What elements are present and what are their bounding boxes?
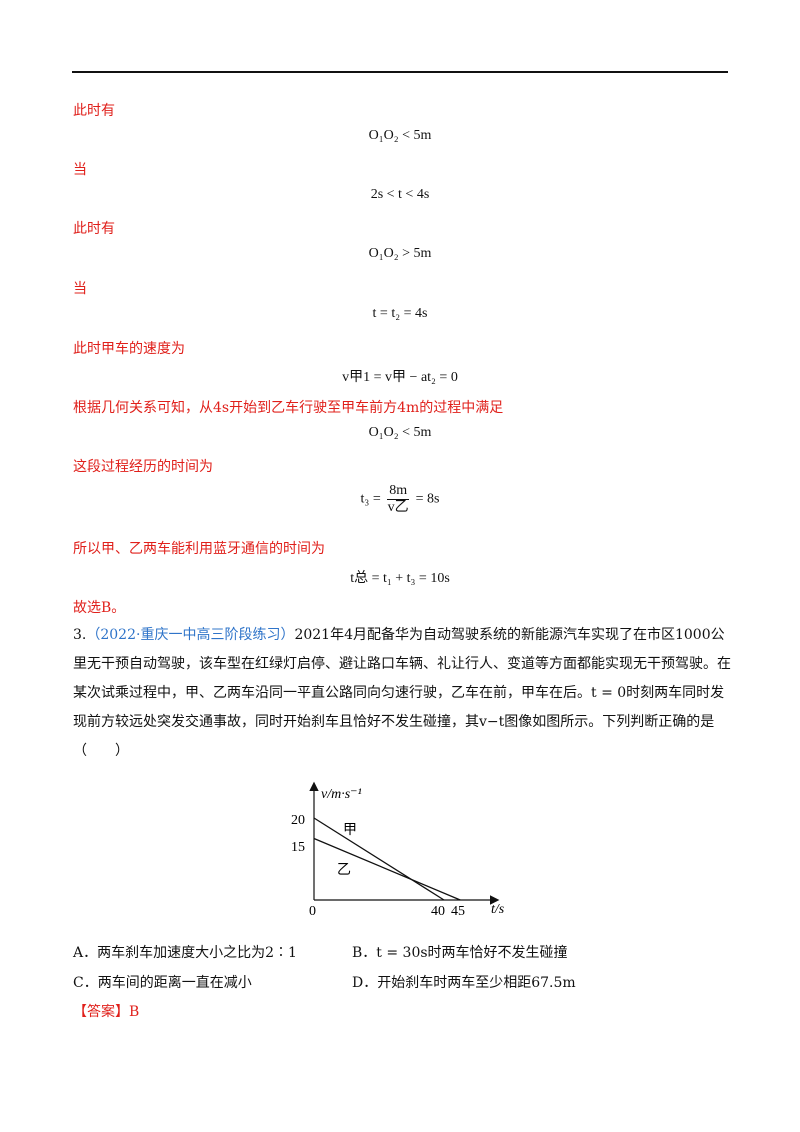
equation-3: O₁O₂ > 5m (368, 246, 432, 261)
equation-4: t = t₂ = 4s (372, 306, 428, 321)
solution-line-5: 此时甲车的速度为 (73, 341, 185, 357)
solution-line-6: 根据几何关系可知，从4s开始到乙车行驶至甲车前方4m的过程中满足 (73, 400, 504, 416)
solution-line-1: 此时有 (73, 103, 115, 119)
solution-line-8: 所以甲、乙两车能利用蓝牙通信的时间为 (73, 541, 325, 557)
equation-7-denominator: v乙 (387, 500, 409, 515)
option-d: D．开始刹车时两车至少相距67.5m (352, 975, 576, 991)
question-body: 2021年4月配备华为自动驾驶系统的新能源汽车实现了在市区1000公里无干预自动… (73, 627, 731, 759)
option-c: C．两车间的距离一直在减小 (73, 975, 252, 991)
x-tick-40: 40 (431, 904, 445, 919)
series-line-yi (313, 837, 461, 901)
graph-axes (309, 781, 500, 905)
equation-7-rhs: = 8s (415, 491, 440, 507)
equation-1: O₁O₂ < 5m (368, 128, 432, 143)
equation-7-lhs: t₃ = (360, 491, 381, 507)
equation-8: t总 = t₁ + t₃ = 10s (350, 571, 450, 586)
series-label-yi: 乙 (337, 862, 351, 878)
answer: 【答案】B (73, 1004, 140, 1020)
equation-5: v甲1 = v甲 − at₂ = 0 (342, 370, 458, 385)
y-tick-20: 20 (291, 813, 305, 828)
equation-7-fraction: 8m v乙 (387, 483, 410, 516)
question-text-block: 3.（2022·重庆一中高三阶段练习）2021年4月配备华为自动驾驶系统的新能源… (73, 621, 733, 766)
solution-line-4: 当 (73, 281, 87, 297)
equation-2: 2s < t < 4s (370, 187, 430, 202)
header-rule (72, 71, 728, 73)
solution-line-3: 此时有 (73, 221, 115, 237)
question-number: 3. (73, 627, 87, 643)
vt-graph: v/m·s⁻¹ t/s 0 20 15 40 45 甲 乙 (291, 781, 505, 919)
equation-7-numerator: 8m (387, 483, 410, 500)
equation-6: O₁O₂ < 5m (368, 425, 432, 440)
x-tick-45: 45 (451, 904, 465, 919)
solution-line-7: 这段过程经历的时间为 (73, 459, 213, 475)
y-axis-label: v/m·s⁻¹ (321, 787, 362, 802)
question-source: （2022·重庆一中高三阶段练习） (86, 627, 295, 643)
series-line-jia (313, 817, 445, 901)
option-b: B．t = 30s时两车恰好不发生碰撞 (352, 945, 568, 961)
equation-7: t₃ = 8m v乙 = 8s (0, 483, 800, 516)
graph-series (313, 817, 461, 901)
option-a: A．两车刹车加速度大小之比为2∶1 (73, 945, 297, 961)
origin-label: 0 (309, 904, 316, 919)
series-label-jia: 甲 (343, 823, 357, 838)
x-axis-label: t/s (491, 902, 505, 917)
solution-line-9: 故选B。 (73, 600, 126, 616)
solution-line-2: 当 (73, 162, 87, 178)
y-tick-15: 15 (291, 840, 305, 855)
